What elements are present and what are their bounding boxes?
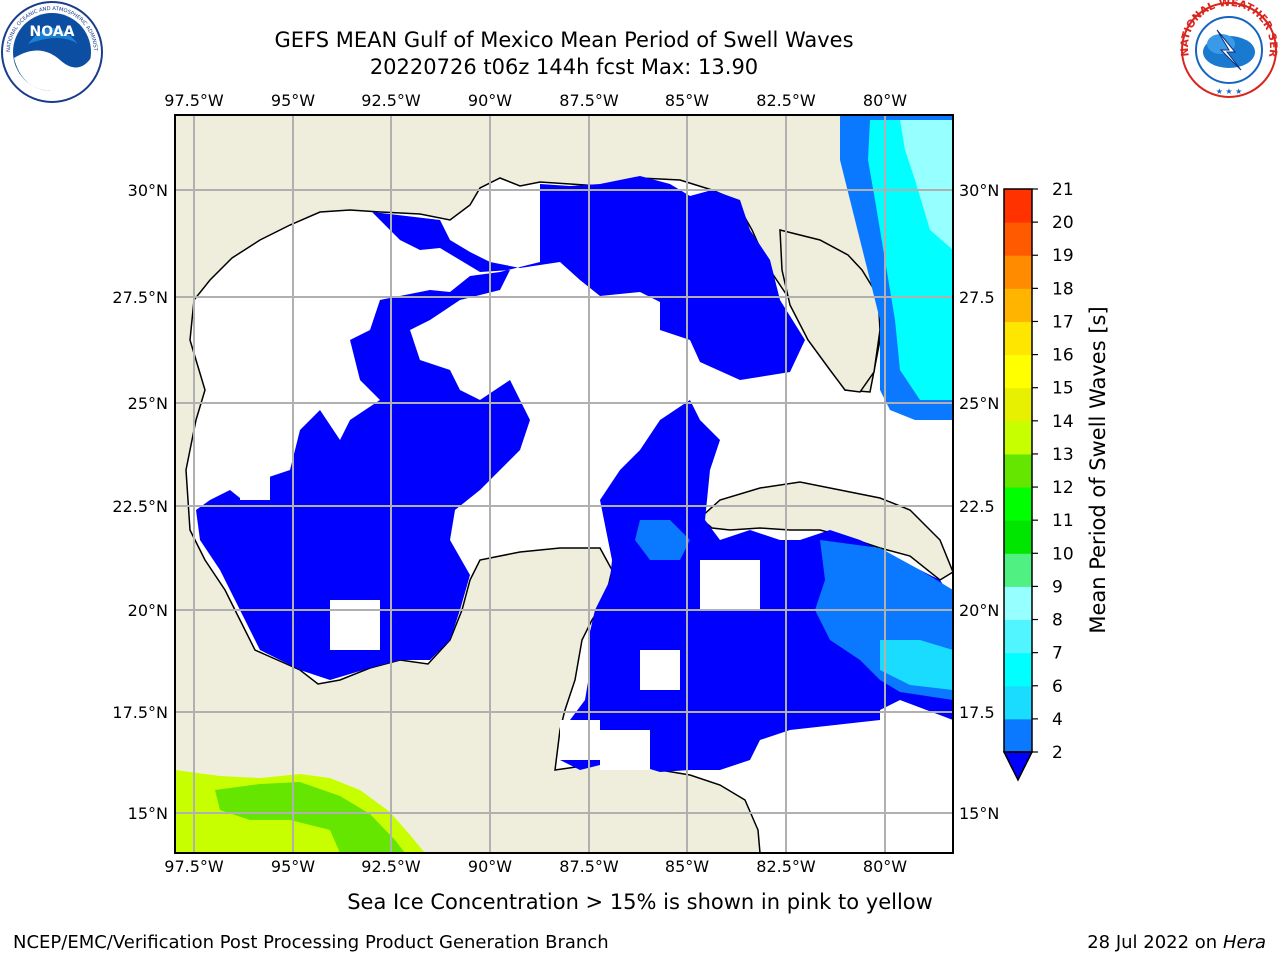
lat-tick-label: 15°N — [128, 804, 168, 823]
footer-date-text: 28 Jul 2022 on — [1087, 932, 1223, 953]
colorbar-swatch — [1004, 189, 1032, 223]
colorbar-swatch — [1004, 288, 1032, 322]
lon-tick-label: 80°W — [863, 91, 907, 110]
lat-tick-label: 17.5 — [959, 703, 995, 722]
lon-tick-label: 87.5°W — [559, 857, 619, 876]
lon-tick-label: 82.5°W — [756, 91, 816, 110]
colorbar: 2 4 6 7 8 9 10 11 12 13 14 15 16 17 18 19 20 21 — [1002, 180, 1074, 782]
colorbar-swatch — [1004, 222, 1032, 256]
page-subtitle: 20220726 t06z 144h fcst Max: 13.90 — [369, 55, 759, 79]
colorbar-swatch — [1004, 586, 1032, 621]
lat-tick-label: 25°N — [959, 394, 999, 413]
colorbar-swatch — [1004, 487, 1032, 521]
lat-tick-label: 20°N — [959, 601, 999, 620]
colorbar-tick-label: 4 — [1052, 710, 1063, 730]
map-frame — [174, 114, 954, 854]
colorbar-tick-label: 2 — [1052, 743, 1063, 763]
colorbar-tick-label: 6 — [1052, 677, 1063, 697]
lat-tick-label: 20°N — [128, 601, 168, 620]
colorbar-swatch — [1004, 553, 1032, 587]
lat-ticks-right: 30°N 27.5 25°N 22.5 20°N 17.5 15°N — [959, 181, 999, 823]
colorbar-frame — [1003, 188, 1033, 753]
lon-tick-label: 82.5°W — [756, 857, 816, 876]
colorbar-tick-label: 14 — [1052, 412, 1074, 432]
colorbar-tick-label: 16 — [1052, 346, 1074, 366]
nws-logo-icon: NATIONAL WEATHER SERVICE ★ ★ ★ — [1177, 0, 1279, 98]
lon-tick-label: 97.5°W — [164, 91, 224, 110]
swell-region-yucatan — [635, 520, 690, 560]
lon-tick-label: 90°W — [468, 857, 512, 876]
colorbar-under-arrow — [1002, 751, 1034, 782]
footer-date: 28 Jul 2022 on Hera — [1087, 932, 1266, 953]
noaa-logo-icon: NOAA NATIONAL OCEANIC AND ATMOSPHERIC AD… — [0, 0, 103, 103]
colorbar-swatch — [1004, 387, 1032, 422]
map-panel — [175, 115, 953, 853]
lon-tick-label: 80°W — [863, 857, 907, 876]
colorbar-swatch — [1004, 453, 1032, 488]
colorbar-tick-label: 21 — [1052, 180, 1074, 200]
footer-host: Hera — [1222, 932, 1266, 953]
florida-land — [779, 229, 881, 393]
colorbar-tick-label: 10 — [1052, 544, 1074, 564]
lon-tick-label: 85°W — [665, 91, 709, 110]
colorbar-swatch — [1004, 354, 1032, 389]
colorbar-swatch — [1004, 652, 1032, 687]
colorbar-tick-label: 7 — [1052, 644, 1063, 664]
colorbar-swatch — [1004, 619, 1032, 654]
lon-tick-label: 90°W — [468, 91, 512, 110]
footer-credit: NCEP/EMC/Verification Post Processing Pr… — [13, 932, 609, 953]
noaa-logo-text: NOAA — [30, 24, 75, 40]
colorbar-tick-label: 8 — [1052, 611, 1063, 631]
caption: Sea Ice Concentration > 15% is shown in … — [347, 890, 933, 914]
pacific-swell-green — [215, 782, 405, 853]
colorbar-tick-label: 18 — [1052, 279, 1074, 299]
lat-tick-label: 22.5 — [959, 497, 995, 516]
colorbar-tick-label: 9 — [1052, 577, 1063, 597]
lon-tick-label: 95°W — [271, 857, 315, 876]
colorbar-swatch — [1004, 520, 1032, 554]
gridlines — [175, 115, 953, 853]
colorbar-swatch — [1004, 718, 1032, 753]
svg-text:★ ★ ★: ★ ★ ★ — [1216, 87, 1243, 96]
lon-tick-label: 85°W — [665, 857, 709, 876]
lat-tick-label: 27.5 — [959, 288, 995, 307]
lon-tick-label: 87.5°W — [559, 91, 619, 110]
colorbar-tick-label: 17 — [1052, 312, 1074, 332]
lat-tick-label: 30°N — [128, 181, 168, 200]
swell-region-caribbean-core — [880, 640, 953, 690]
lat-tick-label: 30°N — [959, 181, 999, 200]
colorbar-swatch — [1004, 420, 1032, 455]
colorbar-tick-label: 15 — [1052, 379, 1074, 399]
colorbar-swatch — [1004, 685, 1032, 720]
colorbar-swatch — [1004, 321, 1032, 356]
colorbar-swatch — [1004, 255, 1032, 289]
colorbar-tick-label: 12 — [1052, 478, 1074, 498]
colorbar-tick-label: 20 — [1052, 213, 1074, 233]
lon-tick-label: 97.5°W — [164, 857, 224, 876]
lon-tick-label: 92.5°W — [361, 91, 421, 110]
lat-ticks-left: 30°N 27.5°N 25°N 22.5°N 20°N 17.5°N 15°N — [112, 181, 168, 823]
colorbar-tick-label: 11 — [1052, 511, 1074, 531]
lat-tick-label: 22.5°N — [112, 497, 168, 516]
page-title: GEFS MEAN Gulf of Mexico Mean Period of … — [274, 28, 854, 52]
swell-region-central — [196, 176, 805, 680]
colorbar-label: Mean Period of Swell Waves [s] — [1086, 306, 1110, 633]
swell-region-atlantic-core — [900, 120, 953, 250]
lat-tick-label: 25°N — [128, 394, 168, 413]
lon-ticks-top: 97.5°W 95°W 92.5°W 90°W 87.5°W 85°W 82.5… — [164, 91, 907, 110]
lon-ticks-bottom: 97.5°W 95°W 92.5°W 90°W 87.5°W 85°W 82.5… — [164, 857, 907, 876]
lon-tick-label: 95°W — [271, 91, 315, 110]
lat-tick-label: 17.5°N — [112, 703, 168, 722]
colorbar-tick-label: 13 — [1052, 445, 1074, 465]
colorbar-tick-label: 19 — [1052, 246, 1074, 266]
lat-tick-label: 27.5°N — [112, 288, 168, 307]
lat-tick-label: 15°N — [959, 804, 999, 823]
lon-tick-label: 92.5°W — [361, 857, 421, 876]
